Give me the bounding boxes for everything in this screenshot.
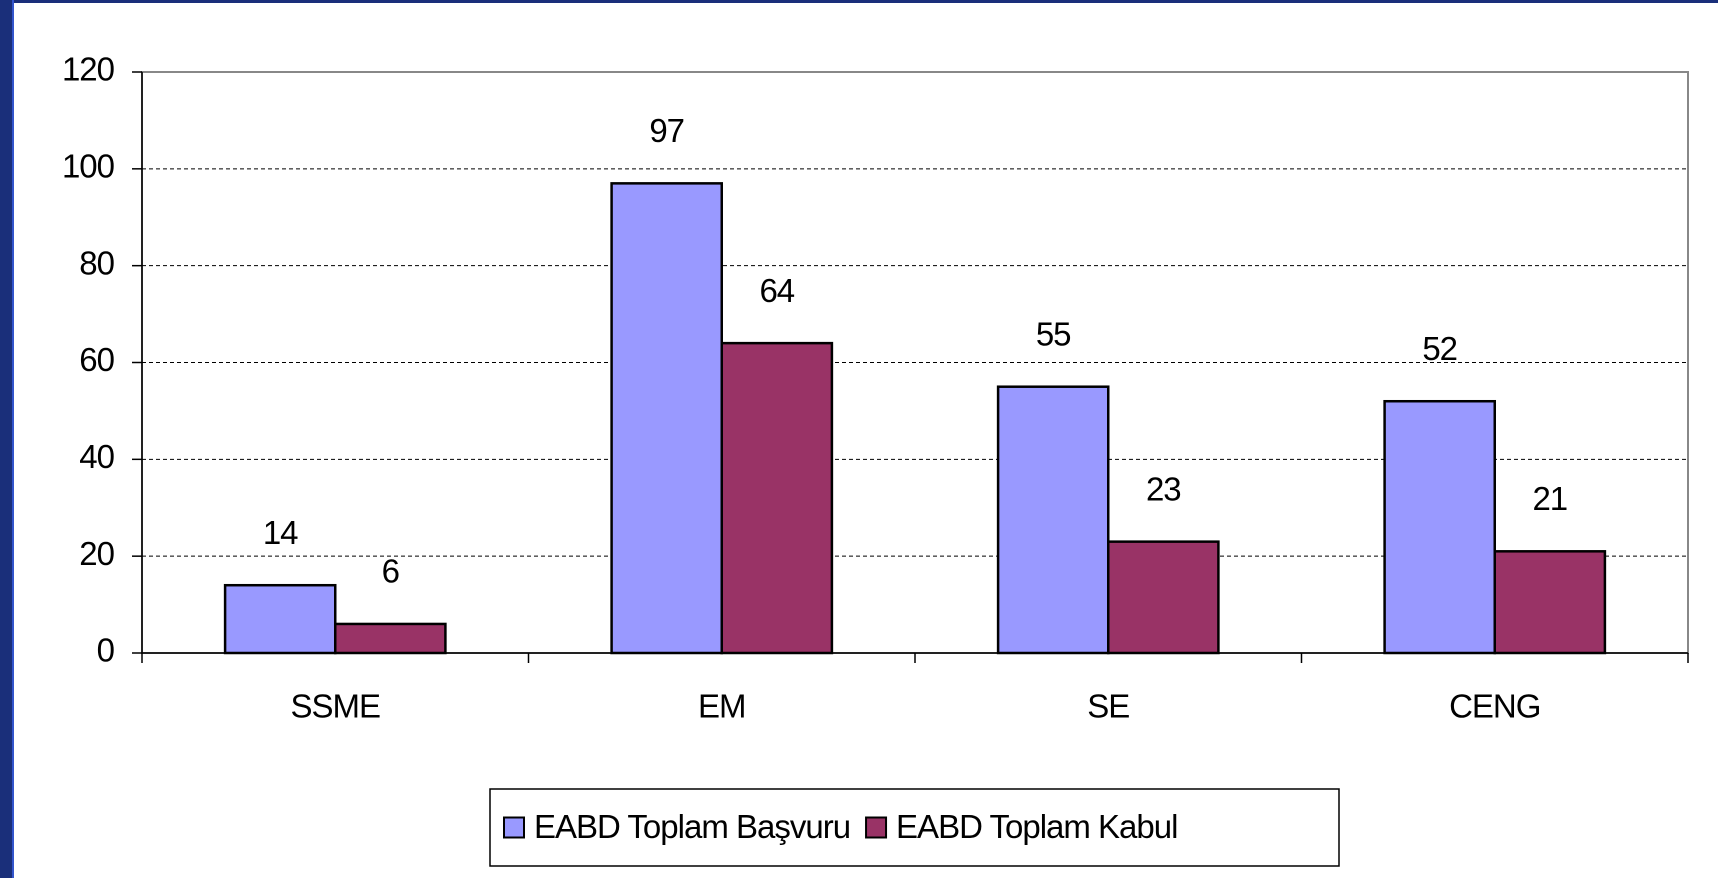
legend-label: EABD Toplam Kabul bbox=[896, 808, 1177, 845]
data-label: 64 bbox=[759, 272, 794, 309]
bar bbox=[996, 385, 1110, 655]
legend-label: EABD Toplam Başvuru bbox=[534, 808, 850, 845]
frame-left bbox=[0, 0, 12, 878]
data-label: 97 bbox=[649, 112, 684, 149]
data-label: 21 bbox=[1532, 480, 1567, 517]
data-label: 6 bbox=[382, 553, 399, 590]
bar bbox=[1107, 540, 1220, 655]
frame-top bbox=[0, 0, 1718, 3]
data-label: 55 bbox=[1036, 315, 1071, 352]
y-tick-label: 40 bbox=[79, 438, 114, 475]
bar bbox=[720, 341, 834, 655]
y-tick-label: 20 bbox=[79, 535, 114, 572]
x-tick-label: CENG bbox=[1449, 688, 1540, 725]
y-tick-label: 80 bbox=[79, 244, 114, 281]
y-tick-label: 120 bbox=[62, 51, 115, 88]
bar bbox=[223, 583, 337, 655]
legend-swatch bbox=[865, 816, 888, 839]
legend-box bbox=[489, 788, 1340, 867]
bar bbox=[1493, 550, 1607, 655]
y-tick-label: 0 bbox=[97, 632, 115, 669]
frame-edge bbox=[12, 0, 14, 878]
bar bbox=[1383, 399, 1497, 655]
bar bbox=[610, 182, 723, 655]
legend-swatch bbox=[503, 816, 525, 839]
data-label: 23 bbox=[1146, 470, 1181, 507]
y-tick-label: 60 bbox=[79, 341, 114, 378]
data-label: 52 bbox=[1422, 330, 1457, 367]
x-tick-label: EM bbox=[698, 688, 746, 725]
bar bbox=[334, 622, 447, 655]
x-tick-label: SE bbox=[1087, 688, 1129, 725]
y-tick-label: 100 bbox=[62, 148, 115, 185]
data-label: 14 bbox=[263, 514, 298, 551]
x-tick-label: SSME bbox=[290, 688, 380, 725]
